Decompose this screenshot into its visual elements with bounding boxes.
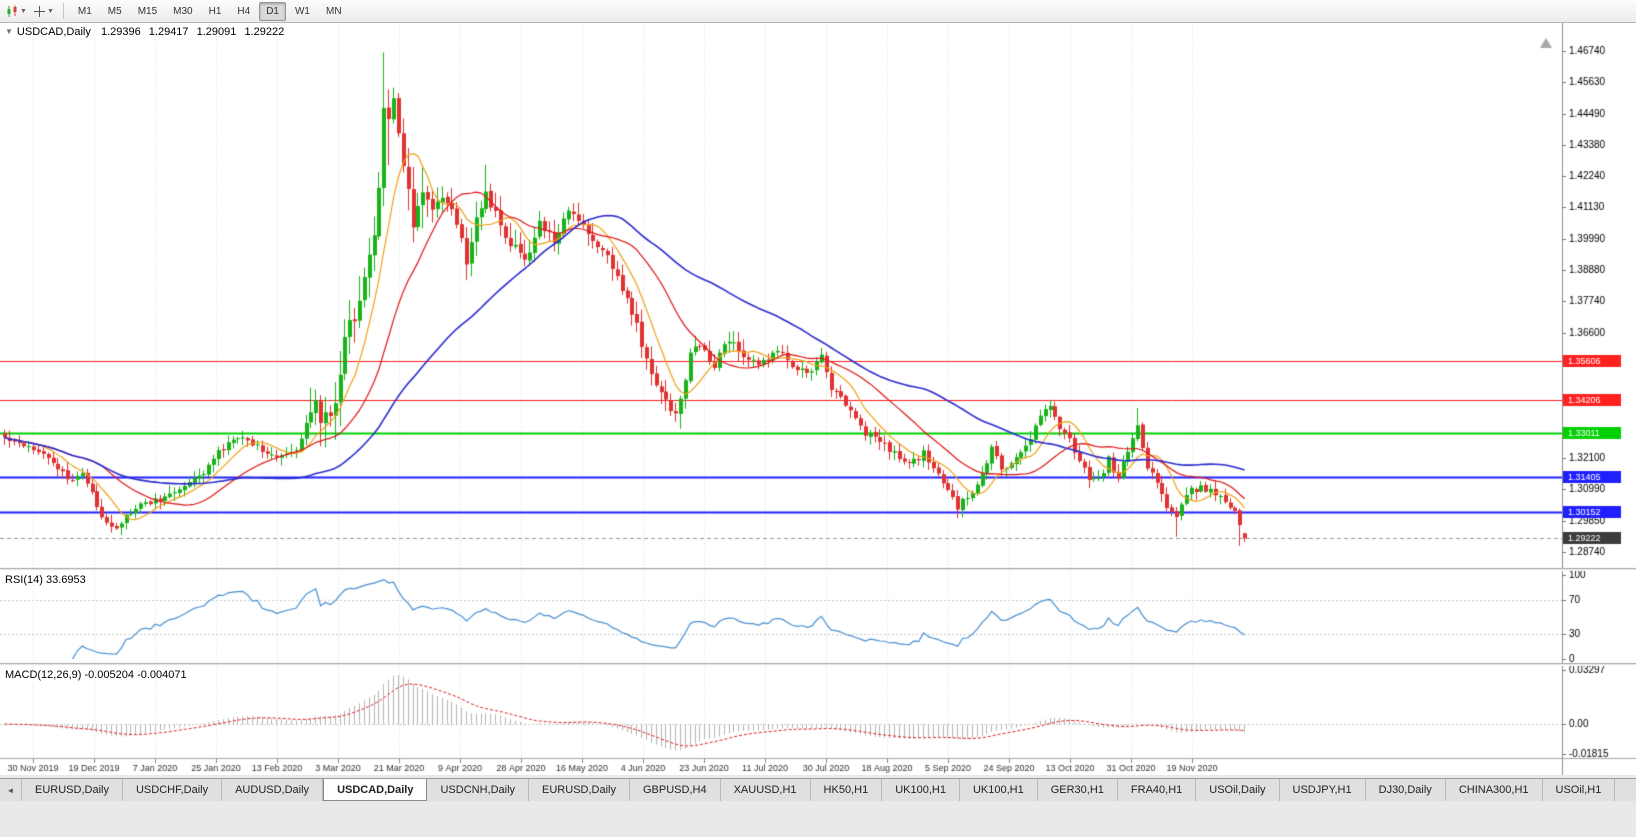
timeframe-button-M15[interactable]: M15 bbox=[137, 5, 158, 17]
chart-tab-15-DJ30-Daily[interactable]: DJ30,Daily bbox=[1366, 779, 1446, 801]
timeframe-button-W1[interactable]: W1 bbox=[294, 5, 310, 17]
timeframe-button-M5[interactable]: M5 bbox=[107, 5, 122, 17]
chart-type-dropdown[interactable]: ▼ bbox=[3, 3, 30, 20]
timeframe-button-group: M1 M5 M15 M30 H1 H4 D1 W1 MN bbox=[70, 1, 350, 21]
crosshair-dropdown[interactable]: ▼ bbox=[30, 3, 57, 20]
chart-tab-0-EURUSD-Daily[interactable]: EURUSD,Daily bbox=[22, 779, 123, 801]
chart-tab-4-USDCNH-Daily[interactable]: USDCNH,Daily bbox=[427, 779, 530, 801]
chart-tab-17-USOil-H1[interactable]: USOil,H1 bbox=[1543, 779, 1616, 801]
chart-tab-8-HK50-H1[interactable]: HK50,H1 bbox=[811, 779, 883, 801]
chart-tab-6-GBPUSD-H4[interactable]: GBPUSD,H4 bbox=[630, 779, 721, 801]
chart-tab-3-USDCAD-Daily[interactable]: USDCAD,Daily bbox=[323, 779, 428, 801]
timeframe-button-D1[interactable]: D1 bbox=[259, 1, 286, 21]
chart-window: ▼ USDCAD,Daily 1.29396 1.29417 1.29091 1.… bbox=[0, 23, 1636, 775]
toolbar-separator bbox=[62, 3, 64, 19]
candlestick-chart-icon bbox=[7, 5, 17, 17]
chart-tab-9-UK100-H1[interactable]: UK100,H1 bbox=[882, 779, 960, 801]
top-toolbar: ▼ ▼ M1 M5 M15 M30 H1 H4 D1 W1 MN bbox=[0, 0, 1636, 23]
timeframe-button-H4[interactable]: H4 bbox=[237, 5, 251, 17]
chart-tab-2-AUDUSD-Daily[interactable]: AUDUSD,Daily bbox=[222, 779, 324, 801]
chevron-down-icon: ▼ bbox=[46, 7, 54, 15]
price-chart-canvas[interactable] bbox=[0, 23, 1636, 775]
timeframe-button-H1[interactable]: H1 bbox=[208, 5, 222, 17]
chart-tab-14-USDJPY-H1[interactable]: USDJPY,H1 bbox=[1280, 779, 1366, 801]
chart-tab-12-FRA40-H1[interactable]: FRA40,H1 bbox=[1118, 779, 1197, 801]
crosshair-icon bbox=[33, 5, 45, 17]
timeframe-button-M30[interactable]: M30 bbox=[173, 5, 193, 17]
timeframe-button-MN[interactable]: MN bbox=[325, 5, 342, 17]
chart-tab-7-XAUUSD-H1[interactable]: XAUUSD,H1 bbox=[721, 779, 811, 801]
chart-tab-11-GER30-H1[interactable]: GER30,H1 bbox=[1038, 779, 1118, 801]
chart-tab-13-USOil-Daily[interactable]: USOil,Daily bbox=[1196, 779, 1280, 801]
timeframe-button-M1[interactable]: M1 bbox=[77, 5, 92, 17]
chart-tabbar: ◄ EURUSD,Daily USDCHF,Daily AUDUSD,Daily US… bbox=[0, 778, 1636, 801]
tab-scroll-left-button[interactable]: ◄ bbox=[0, 779, 22, 801]
chevron-down-icon: ▼ bbox=[20, 7, 27, 15]
chart-tab-10-UK100-H1[interactable]: UK100,H1 bbox=[960, 779, 1038, 801]
chart-tab-1-USDCHF-Daily[interactable]: USDCHF,Daily bbox=[123, 779, 223, 801]
chart-tab-5-EURUSD-Daily[interactable]: EURUSD,Daily bbox=[529, 779, 630, 801]
chart-tab-16-CHINA300-H1[interactable]: CHINA300,H1 bbox=[1446, 779, 1543, 801]
